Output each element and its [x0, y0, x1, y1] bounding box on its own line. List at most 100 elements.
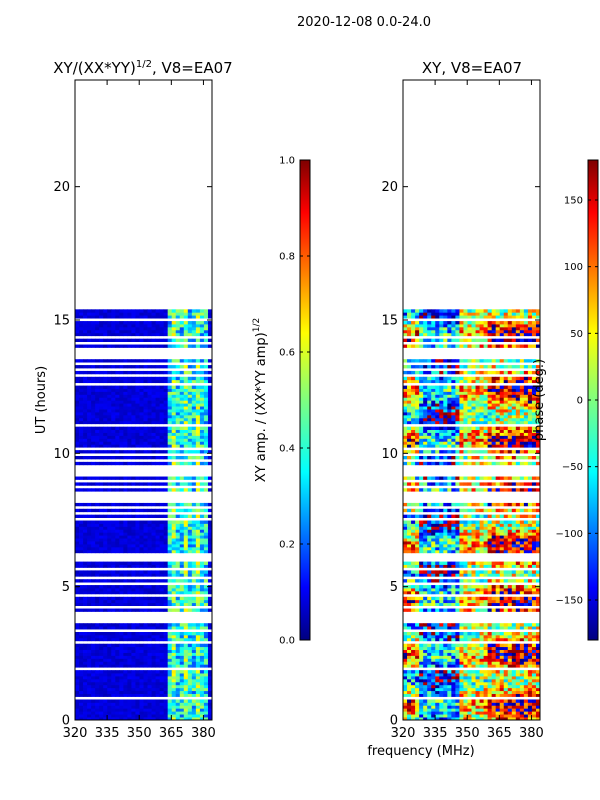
amplitude-heatmap-cell [191, 397, 197, 401]
phase-heatmap-cell [403, 532, 408, 536]
amplitude-heatmap-cell [159, 450, 165, 454]
amplitude-heatmap-cell [147, 643, 152, 648]
amplitude-heatmap-cell [87, 678, 92, 683]
amplitude-heatmap-cell [175, 508, 181, 513]
amplitude-heatmap-cell [183, 599, 189, 604]
amplitude-heatmap-cell [123, 309, 128, 313]
amplitude-heatmap-cell [123, 561, 128, 565]
amplitude-heatmap-cell [143, 570, 148, 574]
amplitude-heatmap-cell [199, 338, 205, 342]
phase-heatmap-cell [439, 634, 444, 639]
phase-heatmap-cell [479, 717, 484, 721]
amplitude-heatmap-cell [171, 626, 177, 630]
phase-heatmap-cell [503, 717, 509, 721]
amplitude-heatmap-cell [155, 414, 161, 419]
amplitude-heatmap-cell [179, 388, 185, 392]
phase-heatmap-cell [411, 588, 416, 592]
amplitude-heatmap-cell [155, 684, 161, 689]
amplitude-heatmap-cell [199, 523, 205, 527]
amplitude-heatmap-cell [115, 508, 120, 513]
amplitude-heatmap-cell [75, 664, 80, 668]
amplitude-heatmap-cell [91, 570, 96, 574]
amplitude-heatmap-cell [75, 602, 80, 606]
amplitude-heatmap-cell [119, 673, 124, 677]
amplitude-heatmap-cell [175, 391, 181, 395]
amplitude-heatmap-cell [207, 376, 213, 381]
phase-heatmap-cell [463, 626, 468, 630]
amplitude-heatmap-cell [127, 535, 132, 539]
amplitude-heatmap-cell [203, 488, 209, 492]
amplitude-heatmap-cell [207, 535, 213, 539]
phase-heatmap-cell [435, 538, 440, 542]
amplitude-heatmap-cell [143, 676, 148, 680]
amplitude-heatmap-cell [175, 403, 181, 407]
amplitude-heatmap-cell [123, 608, 128, 612]
amplitude-heatmap-cell [135, 623, 140, 627]
phase-heatmap-cell [535, 661, 541, 665]
phase-heatmap-cell [411, 526, 416, 530]
phase-heatmap-cell [439, 693, 444, 697]
amplitude-heatmap-cell [127, 309, 132, 313]
phase-heatmap-cell [495, 634, 501, 639]
amplitude-heatmap-cell [103, 417, 108, 422]
phase-heatmap-cell [503, 546, 509, 551]
amplitude-heatmap-cell [163, 561, 169, 565]
amplitude-heatmap-cell [207, 570, 213, 574]
amplitude-heatmap-cell [139, 544, 144, 548]
amplitude-heatmap-cell [203, 708, 209, 712]
phase-heatmap-cell [463, 561, 468, 565]
amplitude-heatmap-cell [139, 711, 144, 715]
amplitude-heatmap-cell [171, 400, 177, 404]
amplitude-heatmap-cell [159, 312, 165, 316]
phase-heatmap-cell [419, 626, 424, 630]
amplitude-heatmap-cell [119, 312, 124, 316]
phase-heatmap-cell [423, 649, 428, 653]
phase-heatmap-cell [523, 673, 529, 677]
amplitude-heatmap-cell [207, 681, 213, 686]
amplitude-heatmap-cell [195, 570, 201, 574]
phase-heatmap-cell [527, 684, 533, 689]
amplitude-heatmap-cell [143, 359, 148, 363]
amplitude-heatmap-cell [151, 412, 156, 416]
amplitude-heatmap-cell [171, 579, 177, 583]
phase-heatmap-cell [487, 588, 493, 592]
amplitude-heatmap-cell [135, 646, 140, 650]
amplitude-heatmap-cell [75, 717, 80, 721]
amplitude-heatmap-cell [127, 705, 132, 709]
phase-heatmap-cell [491, 661, 497, 665]
amplitude-heatmap-cell [159, 643, 165, 648]
phase-heatmap-cell [467, 717, 472, 721]
amplitude-heatmap-cell [195, 359, 201, 363]
amplitude-heatmap-cell [87, 646, 92, 650]
amplitude-heatmap-cell [83, 637, 88, 642]
amplitude-heatmap-cell [143, 532, 148, 536]
phase-heatmap-cell [427, 585, 432, 589]
phase-heatmap-cell [475, 676, 480, 680]
amplitude-heatmap-cell [95, 514, 100, 518]
phase-heatmap-cell [439, 544, 444, 548]
phase-heatmap-cell [515, 632, 521, 636]
amplitude-heatmap-cell [111, 602, 116, 606]
amplitude-heatmap-cell [107, 461, 112, 466]
amplitude-heatmap-cell [107, 420, 112, 425]
phase-heatmap-cell [451, 649, 456, 653]
phase-heatmap-cell [531, 678, 537, 683]
amplitude-heatmap-cell [127, 376, 132, 381]
amplitude-heatmap-cell [79, 544, 84, 548]
phase-heatmap-cell [515, 585, 521, 589]
amplitude-heatmap-cell [91, 717, 96, 721]
phase-heatmap-cell [443, 655, 448, 659]
amplitude-heatmap-cell [99, 488, 104, 492]
amplitude-heatmap-cell [115, 329, 120, 334]
amplitude-heatmap-cell [139, 585, 144, 589]
amplitude-heatmap-cell [99, 661, 104, 665]
amplitude-heatmap-cell [199, 549, 205, 554]
amplitude-heatmap-cell [151, 623, 156, 627]
phase-heatmap-cell [511, 579, 517, 583]
amplitude-heatmap-cell [187, 394, 193, 398]
amplitude-heatmap-cell [87, 400, 92, 404]
phase-heatmap-cell [499, 541, 505, 545]
phase-heatmap-cell [459, 690, 464, 694]
phase-heatmap-cell [411, 585, 416, 589]
amplitude-heatmap-cell [159, 324, 165, 328]
